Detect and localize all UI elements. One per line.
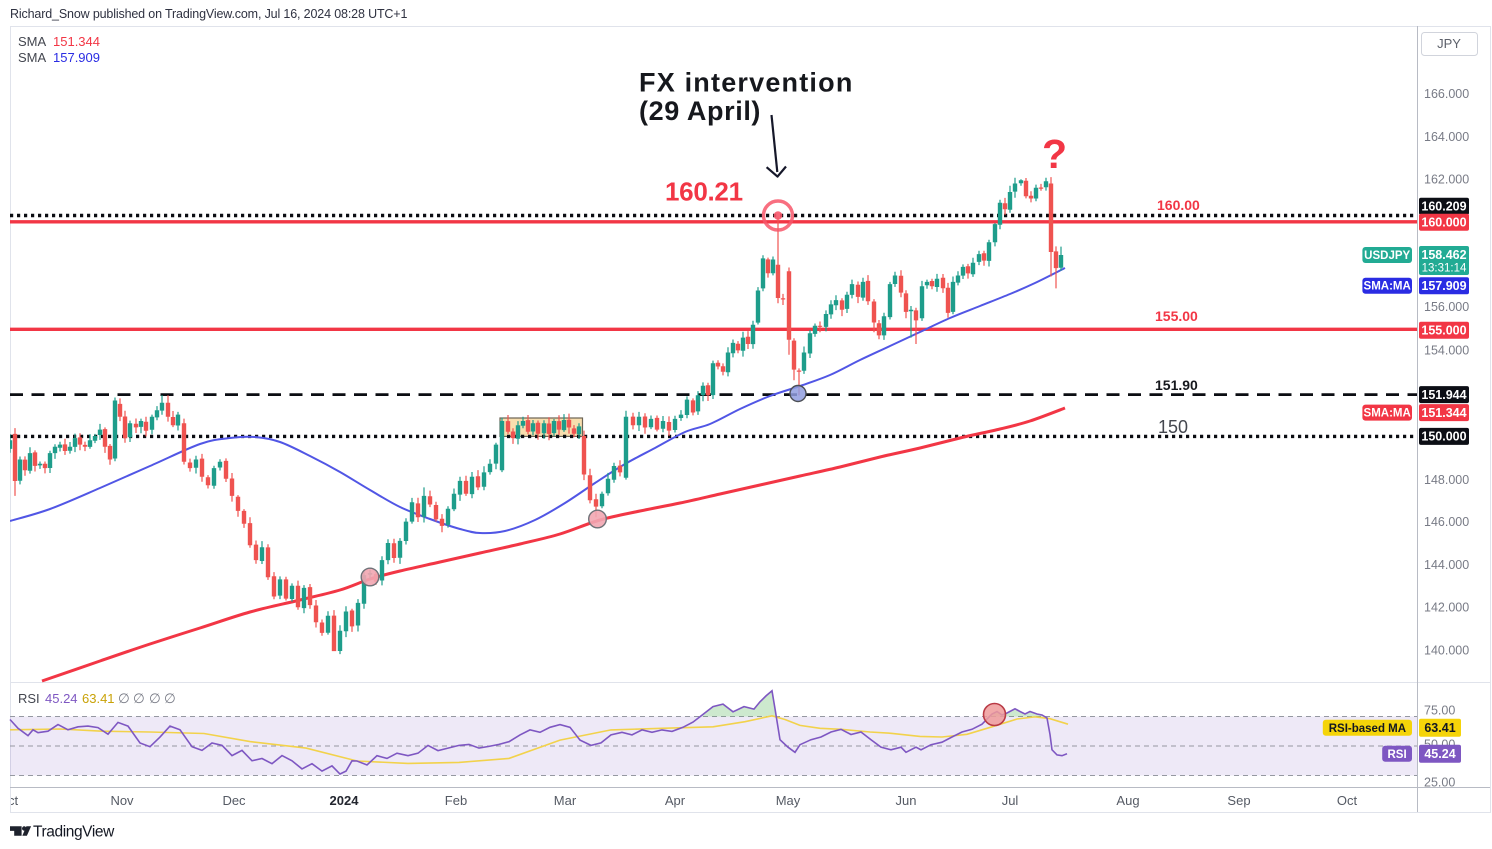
svg-text:Oct: Oct — [1337, 793, 1358, 808]
svg-text:SMA:MA: SMA:MA — [1364, 408, 1411, 420]
svg-text:164.000: 164.000 — [1424, 130, 1469, 144]
svg-text:151.944: 151.944 — [1421, 388, 1466, 402]
svg-text:154.000: 154.000 — [1424, 344, 1469, 358]
svg-text:166.000: 166.000 — [1424, 87, 1469, 101]
svg-text:Apr: Apr — [665, 793, 686, 808]
svg-text:155.000: 155.000 — [1421, 324, 1466, 338]
svg-text:63.41: 63.41 — [1424, 721, 1455, 735]
svg-text:63.41: 63.41 — [82, 691, 115, 706]
svg-text:FX intervention: FX intervention — [639, 68, 854, 98]
svg-text:148.000: 148.000 — [1424, 473, 1469, 487]
svg-text:2024: 2024 — [330, 793, 360, 808]
svg-text:Nov: Nov — [110, 793, 134, 808]
svg-text:151.90: 151.90 — [1155, 377, 1198, 393]
svg-text:(29 April): (29 April) — [639, 96, 761, 126]
svg-text:Jul: Jul — [1002, 793, 1019, 808]
svg-text:Oct: Oct — [0, 793, 18, 808]
svg-text:158.462: 158.462 — [1421, 248, 1466, 262]
svg-text:160.000: 160.000 — [1421, 216, 1466, 230]
svg-text:157.909: 157.909 — [53, 50, 100, 65]
svg-text:TradingView: TradingView — [33, 824, 115, 841]
svg-text:SMA:MA: SMA:MA — [1364, 281, 1411, 293]
svg-text:160.209: 160.209 — [1421, 200, 1466, 214]
svg-text:∅: ∅ — [149, 691, 161, 706]
svg-text:RSI: RSI — [18, 691, 40, 706]
svg-text:162.000: 162.000 — [1424, 173, 1469, 187]
svg-text:SMA: SMA — [18, 34, 47, 49]
svg-text:150: 150 — [1158, 417, 1188, 437]
svg-text:142.000: 142.000 — [1424, 601, 1469, 615]
svg-text:∅: ∅ — [133, 691, 145, 706]
svg-text:Mar: Mar — [554, 793, 577, 808]
svg-text:45.24: 45.24 — [45, 691, 78, 706]
svg-text:160.00: 160.00 — [1157, 197, 1200, 213]
svg-text:∅: ∅ — [164, 691, 176, 706]
svg-text:Feb: Feb — [445, 793, 467, 808]
svg-text:?: ? — [1042, 131, 1067, 177]
svg-text:∅: ∅ — [118, 691, 130, 706]
svg-text:25.00: 25.00 — [1424, 776, 1455, 790]
svg-text:140.000: 140.000 — [1424, 644, 1469, 658]
svg-text:151.344: 151.344 — [1421, 406, 1466, 420]
svg-text:160.21: 160.21 — [665, 177, 743, 207]
svg-text:JPY: JPY — [1437, 36, 1461, 51]
svg-text:Sep: Sep — [1227, 793, 1250, 808]
svg-text:RSI: RSI — [1388, 749, 1407, 761]
svg-text:Dec: Dec — [222, 793, 246, 808]
svg-text:144.000: 144.000 — [1424, 558, 1469, 572]
svg-text:RSI-based MA: RSI-based MA — [1329, 723, 1406, 735]
svg-text:151.344: 151.344 — [53, 34, 100, 49]
svg-text:156.000: 156.000 — [1424, 300, 1469, 314]
svg-text:Aug: Aug — [1116, 793, 1139, 808]
svg-text:45.24: 45.24 — [1424, 747, 1455, 761]
svg-text:SMA: SMA — [18, 50, 47, 65]
svg-text:150.000: 150.000 — [1421, 430, 1466, 444]
svg-text:Jun: Jun — [896, 793, 917, 808]
svg-text:155.00: 155.00 — [1155, 308, 1198, 324]
svg-text:75.00: 75.00 — [1424, 704, 1455, 718]
svg-text:13:31:14: 13:31:14 — [1422, 263, 1467, 275]
svg-text:May: May — [776, 793, 801, 808]
svg-text:146.000: 146.000 — [1424, 515, 1469, 529]
svg-text:157.909: 157.909 — [1421, 279, 1466, 293]
svg-text:USDJPY: USDJPY — [1364, 250, 1410, 262]
svg-text:Richard_Snow published on Trad: Richard_Snow published on TradingView.co… — [10, 7, 407, 21]
